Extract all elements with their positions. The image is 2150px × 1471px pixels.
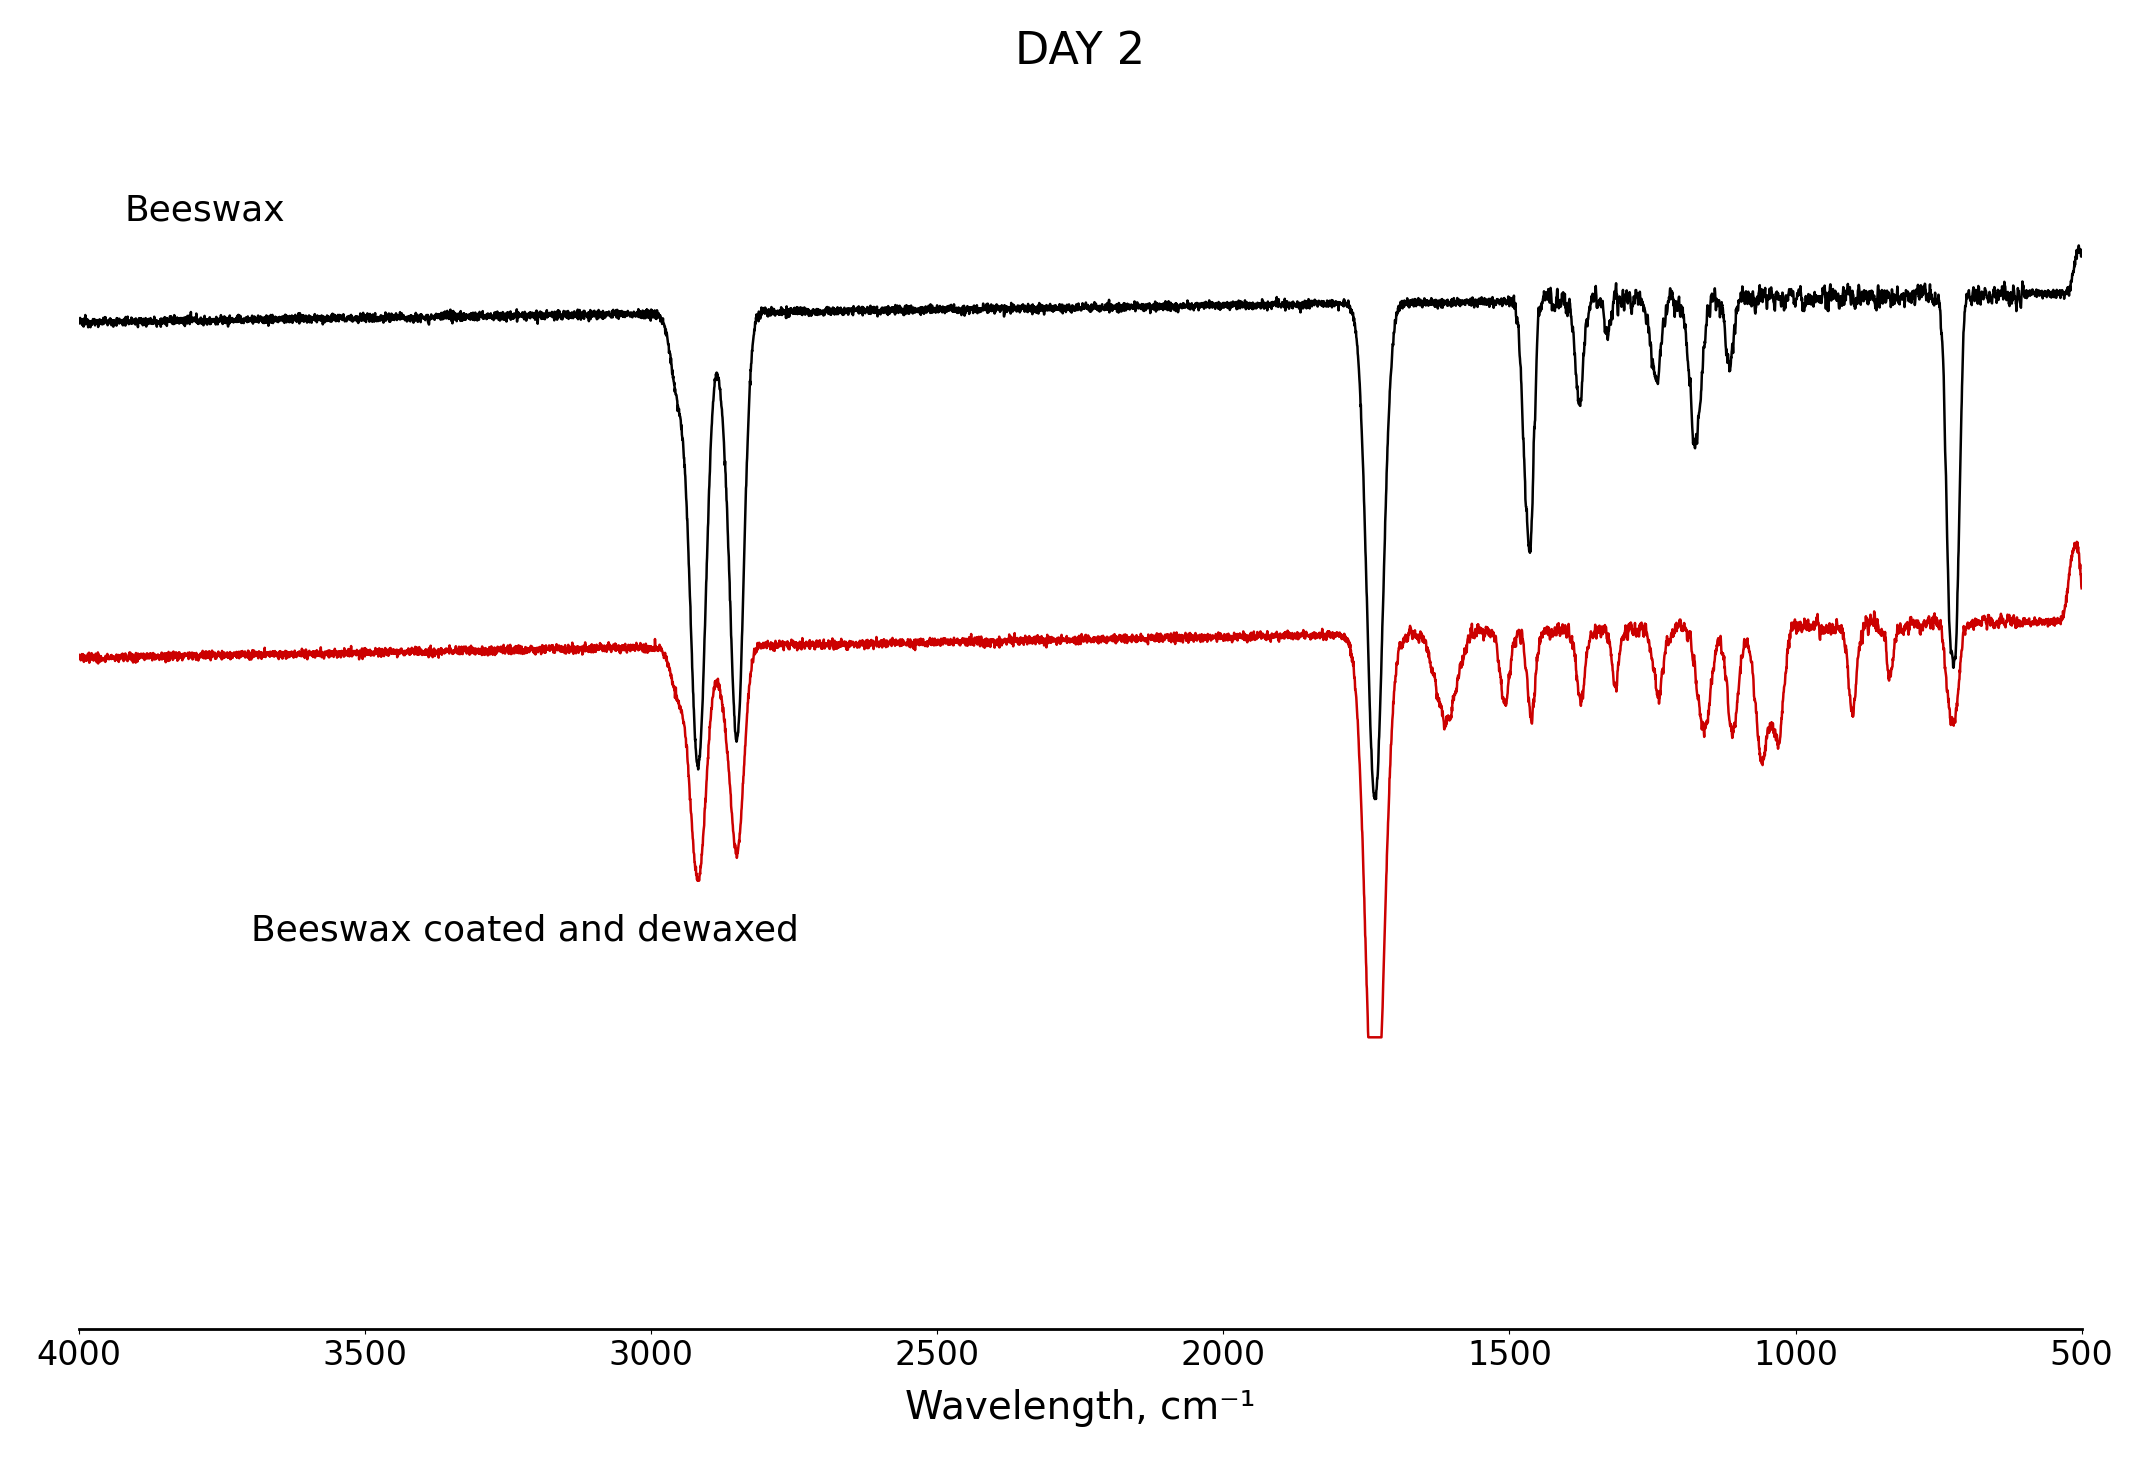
X-axis label: Wavelength, cm⁻¹: Wavelength, cm⁻¹ bbox=[905, 1389, 1256, 1427]
Title: DAY 2: DAY 2 bbox=[1015, 29, 1146, 72]
Text: Beeswax: Beeswax bbox=[125, 193, 286, 228]
Text: Beeswax coated and dewaxed: Beeswax coated and dewaxed bbox=[252, 913, 798, 947]
